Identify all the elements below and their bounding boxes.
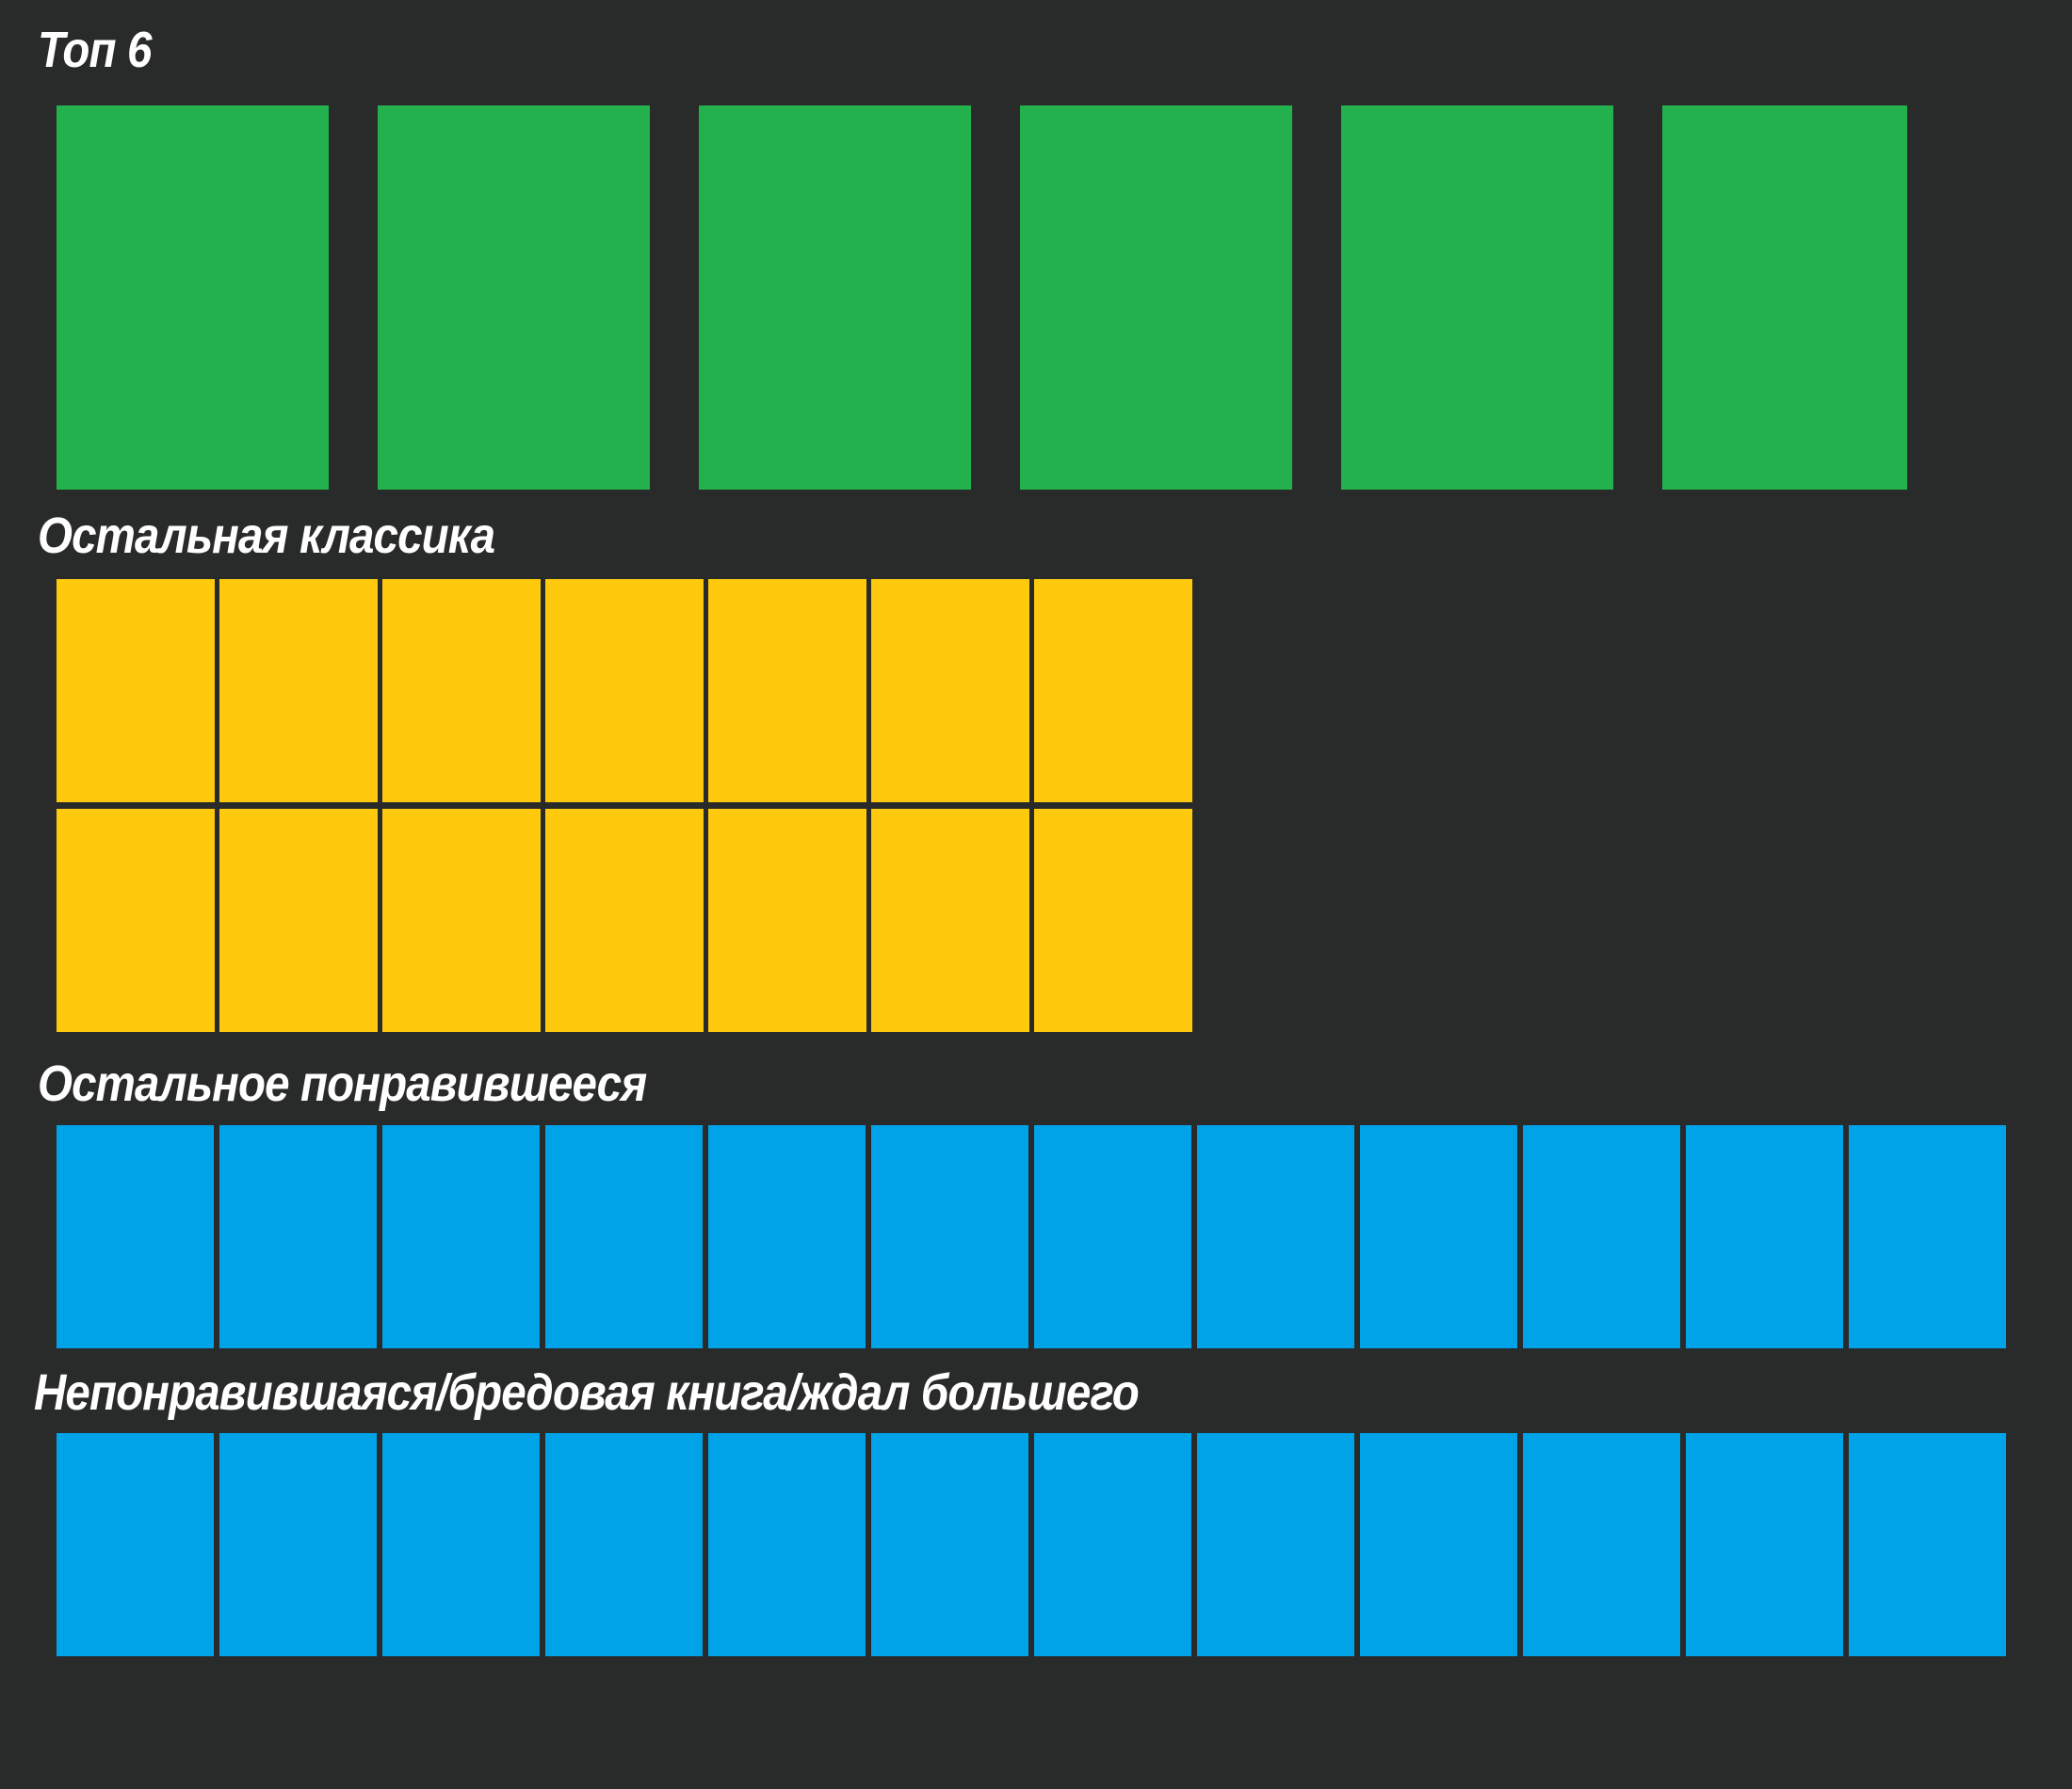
book-cover-tile [219,579,378,802]
tile-row [57,105,1907,490]
book-cover-tile [1197,1433,1354,1656]
book-cover-tile [382,1125,540,1348]
book-cover-tile [1523,1433,1680,1656]
book-cover-tile [57,105,329,490]
book-cover-tile [545,1433,703,1656]
section-title-disliked: Непонравившаяся/бредовая книга/ждал боль… [34,1364,1140,1421]
book-cover-tile [219,1433,377,1656]
book-cover-tile [871,579,1029,802]
book-cover-tile [708,809,866,1032]
book-cover-tile [871,1433,1028,1656]
book-cover-tile [1197,1125,1354,1348]
tile-row [57,809,1192,1032]
top6-cover-grid [57,105,1907,490]
book-cover-tile [545,809,704,1032]
section-title-top6: Топ 6 [38,22,152,78]
book-cover-tile [382,1433,540,1656]
book-cover-tile [708,1433,866,1656]
disliked-cover-grid [57,1433,2006,1656]
other-classics-cover-grid [57,579,1192,1032]
tile-row [57,579,1192,802]
book-cover-tile [1020,105,1292,490]
book-cover-tile [1686,1433,1843,1656]
book-cover-tile [708,1125,866,1348]
section-title-other-classics: Остальная классика [38,508,495,564]
book-cover-tile [1341,105,1613,490]
book-cover-tile [871,1125,1028,1348]
book-cover-tile [57,579,215,802]
book-cover-tile [1849,1433,2006,1656]
book-cover-tile [1034,579,1192,802]
book-cover-tile [219,1125,377,1348]
book-cover-tile [871,809,1029,1032]
book-cover-tile [57,809,215,1032]
book-cover-tile [1662,105,1907,490]
book-cover-tile [1686,1125,1843,1348]
book-cover-tile [1034,1433,1191,1656]
book-cover-tile [699,105,971,490]
book-cover-tile [1849,1125,2006,1348]
book-cover-tile [545,579,704,802]
book-cover-tile [545,1125,703,1348]
book-cover-tile [57,1433,214,1656]
other-liked-cover-grid [57,1125,2006,1348]
tile-row [57,1433,2006,1656]
book-cover-tile [382,809,541,1032]
section-title-other-liked: Остальное понравившееся [38,1056,647,1112]
book-cover-tile [382,579,541,802]
book-cover-tile [1034,809,1192,1032]
book-cover-tile [1360,1433,1517,1656]
book-cover-tile [1360,1125,1517,1348]
book-cover-tile [378,105,650,490]
tile-row [57,1125,2006,1348]
book-cover-tile [219,809,378,1032]
book-cover-tile [1034,1125,1191,1348]
book-cover-tile [708,579,866,802]
book-cover-tile [1523,1125,1680,1348]
book-cover-tile [57,1125,214,1348]
